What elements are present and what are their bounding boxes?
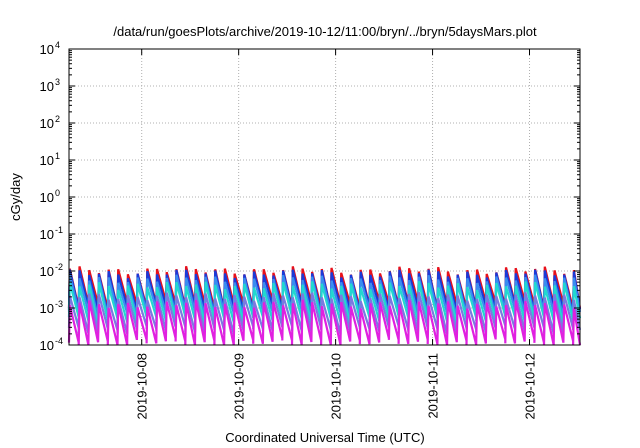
x-tick-label: 2019-10-11 [426,353,441,419]
y-tick-label: 10 [40,338,54,353]
x-axis: 2019-10-08 2019-10-09 2019-10-10 2019-10-11… [135,49,538,420]
y-tick-base: 10 [40,116,54,131]
y-tick-exponent: 4 [55,40,60,50]
y-tick-label: 10 [40,264,54,279]
x-tick-label: 2019-10-09 [232,353,247,420]
x-axis-label: Coordinated Universal Time (UTC) [225,430,424,445]
y-tick-base: 10 [40,264,54,279]
y-tick-label: 10 [40,301,54,316]
y-tick-label: 10 [40,116,54,131]
y-tick-label: 10 [40,190,54,205]
y-tick-label: 10 [40,153,54,168]
y-tick-label: 10 [40,79,54,94]
y-tick-exponent: 3 [55,77,60,87]
series-group [67,266,582,346]
y-tick-label: 10 [40,227,54,242]
y-tick-exponent: 0 [55,188,60,198]
chart-title: /data/run/goesPlots/archive/2019-10-12/1… [113,24,537,39]
y-tick-label: 10 [40,42,54,57]
y-tick-exponent: -2 [55,262,63,272]
y-tick-exponent: -3 [55,299,63,309]
y-tick-base: 10 [40,79,54,94]
y-tick-base: 10 [40,301,54,316]
y-tick-base: 10 [40,190,54,205]
y-tick-exponent: -1 [55,225,63,235]
y-tick-exponent: -4 [55,336,63,346]
y-tick-base: 10 [40,227,54,242]
y-tick-base: 10 [40,338,54,353]
x-tick-label: 2019-10-12 [523,353,538,420]
x-tick-label: 2019-10-08 [135,353,150,420]
y-tick-exponent: 2 [55,114,60,124]
y-axis-label: cGy/day [8,173,23,221]
x-tick-label: 2019-10-10 [329,353,344,420]
y-tick-exponent: 1 [55,151,60,161]
y-tick-base: 10 [40,42,54,57]
y-tick-base: 10 [40,153,54,168]
